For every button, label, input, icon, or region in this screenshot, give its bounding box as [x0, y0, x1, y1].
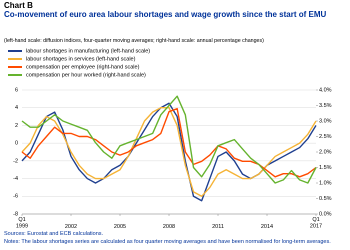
x-tick-label: 2011: [212, 224, 224, 230]
legend-label: compensation per hour worked (right-hand…: [26, 72, 146, 78]
y2-tick-label: 1.5%: [319, 165, 332, 171]
y-tick-label: 6: [15, 87, 18, 93]
series-line: [21, 107, 317, 178]
chart: labour shortages in manufacturing (left-…: [8, 48, 332, 230]
source: Sources: Eurostat and ECB calculations.: [4, 231, 104, 237]
y-tick-label: 0: [15, 141, 18, 147]
y-tick-label: -2: [13, 158, 18, 164]
x-tick-label: 2008: [163, 224, 175, 230]
x-tick-label: Q1 2017: [310, 217, 322, 230]
chart-title: Co-movement of euro area labour shortage…: [4, 10, 327, 19]
legend-label: labour shortages in services (left-hand …: [26, 56, 136, 62]
y2-tick-label: 2.0%: [319, 149, 332, 155]
y-tick-label: -4: [13, 176, 18, 182]
series-line: [21, 102, 317, 202]
note: Notes: The labour shortages series are c…: [4, 239, 331, 245]
chart-label: Chart B: [4, 1, 33, 10]
y2-tick-label: 3.0%: [319, 118, 332, 124]
x-tick-label: 2014: [261, 224, 273, 230]
y2-tick-label: 3.5%: [319, 103, 332, 109]
y2-tick-label: 1.0%: [319, 180, 332, 186]
y-tick-label: 2: [15, 123, 18, 129]
series-line: [21, 107, 317, 197]
x-tick-label: Q1 1999: [16, 217, 28, 230]
legend-label: labour shortages in manufacturing (left-…: [26, 48, 150, 54]
x-tick-label: 2002: [65, 224, 77, 230]
y-tick-label: 4: [15, 105, 18, 111]
series-line: [21, 95, 317, 184]
y-tick-label: -8: [13, 211, 18, 217]
y2-tick-label: 0.0%: [319, 211, 332, 217]
chart-subtitle: (left-hand scale: diffusion indices, fou…: [4, 38, 264, 44]
y2-tick-label: 2.5%: [319, 134, 332, 140]
legend-label: compensation per employee (right-hand sc…: [26, 64, 140, 70]
y-tick-label: -6: [13, 194, 18, 200]
y2-tick-label: 0.5%: [319, 196, 332, 202]
x-tick-label: 2005: [114, 224, 126, 230]
y2-tick-label: 4.0%: [319, 87, 332, 93]
